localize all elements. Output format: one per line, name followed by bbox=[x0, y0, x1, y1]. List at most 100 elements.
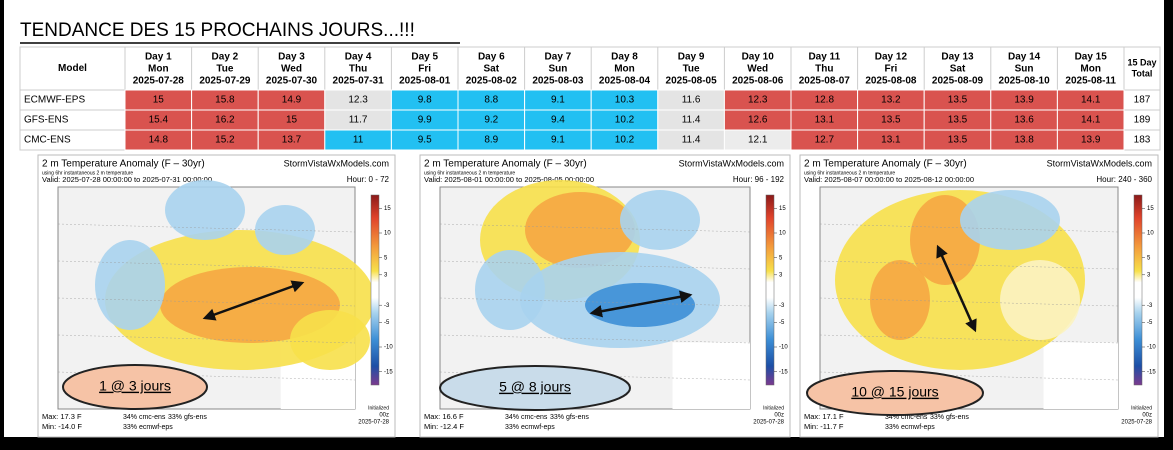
cell-value: 15 bbox=[153, 95, 165, 106]
color-bar-label: 5 bbox=[779, 255, 783, 261]
header-cell: Day 3 bbox=[278, 52, 305, 63]
color-bar-label: 10 bbox=[779, 231, 786, 237]
init-label: Initialized bbox=[368, 405, 389, 411]
model-weight: 33% gfs-ens bbox=[550, 414, 589, 421]
map-valid: Valid: 2025-08-07 00:00:00 to 2025-08-12… bbox=[804, 175, 974, 184]
header-cell: Day 8 bbox=[611, 52, 638, 63]
map-title: 2 m Temperature Anomaly (F – 30yr) bbox=[424, 159, 587, 170]
model-weight: 33% gfs-ens bbox=[930, 414, 969, 421]
color-bar-label: -10 bbox=[779, 345, 788, 351]
init-time: 00z bbox=[1142, 413, 1152, 419]
color-bar-label: 10 bbox=[384, 231, 391, 237]
model-name: ECMWF-EPS bbox=[24, 95, 85, 106]
cell-value: 13.1 bbox=[881, 135, 901, 146]
cell-value: 13.5 bbox=[881, 115, 901, 126]
map-max: Max: 16.6 F bbox=[424, 412, 464, 421]
color-bar-label: 3 bbox=[1147, 272, 1151, 278]
map-ocean bbox=[1043, 342, 1118, 409]
init-date: 2025-07-28 bbox=[358, 420, 389, 426]
color-bar bbox=[1133, 194, 1143, 386]
header-cell: Mon bbox=[148, 64, 169, 75]
model-weight: 34% cmc-ens bbox=[123, 414, 166, 421]
header-cell: Day 9 bbox=[678, 52, 705, 63]
cell-value: 12.8 bbox=[815, 95, 835, 106]
header-cell: Day 2 bbox=[212, 52, 239, 63]
cell-value: 14.8 bbox=[149, 135, 169, 146]
header-cell: 2025-08-04 bbox=[599, 76, 651, 87]
cell-value: 10.2 bbox=[615, 135, 635, 146]
header-cell: Sun bbox=[548, 64, 567, 75]
trend-arrow bbox=[202, 280, 305, 321]
init-date: 2025-07-28 bbox=[753, 420, 784, 426]
color-bar bbox=[765, 194, 775, 386]
color-bar-label: -15 bbox=[1147, 369, 1156, 375]
header-cell: Fri bbox=[885, 64, 898, 75]
total-value: 187 bbox=[1134, 95, 1151, 106]
cell-value: 13.1 bbox=[815, 115, 835, 126]
header-cell: Day 5 bbox=[411, 52, 438, 63]
color-bar-label: -3 bbox=[1147, 303, 1153, 309]
color-bar-label: -10 bbox=[384, 345, 393, 351]
anomaly-area bbox=[1000, 260, 1080, 340]
cell-value: 12.3 bbox=[748, 95, 768, 106]
map-valid: Valid: 2025-07-28 00:00:00 to 2025-07-31… bbox=[42, 175, 212, 184]
color-bar-label: -3 bbox=[779, 303, 785, 309]
cell-value: 9.2 bbox=[484, 115, 498, 126]
map-hour: Hour: 96 - 192 bbox=[733, 175, 785, 184]
value-cell bbox=[1056, 129, 1125, 151]
cell-value: 9.9 bbox=[418, 115, 432, 126]
header-cell: Wed bbox=[281, 64, 302, 75]
period-oval bbox=[62, 364, 208, 410]
map-grid bbox=[819, 334, 1119, 344]
header-cell: Sat bbox=[950, 64, 966, 75]
color-bar-label: 15 bbox=[384, 206, 391, 212]
map-site: StormVistaWxModels.com bbox=[679, 158, 784, 168]
model-name: CMC-ENS bbox=[24, 135, 71, 146]
cell-value: 13.7 bbox=[282, 135, 302, 146]
cell-value: 8.8 bbox=[484, 95, 498, 106]
cell-value: 13.9 bbox=[1081, 135, 1101, 146]
header-cell: 2025-08-02 bbox=[466, 76, 518, 87]
map-grid bbox=[57, 223, 356, 233]
page-title: TENDANCE DES 15 PROCHAINS JOURS...!!! bbox=[20, 20, 415, 41]
cell-value: 15 bbox=[286, 115, 298, 126]
color-bar bbox=[370, 194, 380, 386]
init-date: 2025-07-28 bbox=[1121, 420, 1152, 426]
model-weight: 33% gfs-ens bbox=[168, 414, 207, 421]
map-min: Min: -11.7 F bbox=[804, 422, 844, 431]
map-grid bbox=[819, 223, 1119, 233]
map-grid bbox=[57, 260, 356, 270]
cell-value: 13.6 bbox=[1014, 115, 1034, 126]
header-cell: 2025-08-10 bbox=[999, 76, 1051, 87]
header-cell: Day 12 bbox=[875, 52, 908, 63]
header-cell: Day 6 bbox=[478, 52, 505, 63]
cell-value: 8.9 bbox=[484, 135, 498, 146]
color-bar-label: -5 bbox=[779, 320, 785, 326]
anomaly-area bbox=[165, 180, 245, 240]
color-bar-label: 5 bbox=[384, 255, 388, 261]
map-site: StormVistaWxModels.com bbox=[284, 158, 389, 168]
anomaly-area bbox=[475, 250, 545, 330]
anomaly-area bbox=[620, 190, 700, 250]
header-cell: Mon bbox=[1080, 64, 1101, 75]
header-cell: 2025-08-03 bbox=[532, 76, 584, 87]
header-cell: Thu bbox=[349, 64, 367, 75]
cell-value: 13.9 bbox=[1014, 95, 1034, 106]
color-bar-label: 3 bbox=[384, 272, 388, 278]
map-min: Min: -12.4 F bbox=[424, 422, 464, 431]
header-cell: 2025-07-30 bbox=[266, 76, 318, 87]
header-cell: 2025-08-01 bbox=[399, 76, 451, 87]
header-cell: Mon bbox=[614, 64, 635, 75]
table-header-bg bbox=[19, 46, 1161, 91]
header-cell: Day 7 bbox=[545, 52, 572, 63]
init-time: 00z bbox=[774, 413, 784, 419]
color-bar-label: 10 bbox=[1147, 231, 1154, 237]
map-site: StormVistaWxModels.com bbox=[1047, 158, 1152, 168]
period-label: 10 @ 15 jours bbox=[851, 384, 938, 400]
color-bar-label: 15 bbox=[779, 206, 786, 212]
cell-value: 10.3 bbox=[615, 95, 635, 106]
model-weight: 33% ecmwf-eps bbox=[885, 424, 935, 431]
cell-value: 13.5 bbox=[948, 135, 968, 146]
cell-value: 14.1 bbox=[1081, 115, 1101, 126]
map-title: 2 m Temperature Anomaly (F – 30yr) bbox=[804, 159, 967, 170]
